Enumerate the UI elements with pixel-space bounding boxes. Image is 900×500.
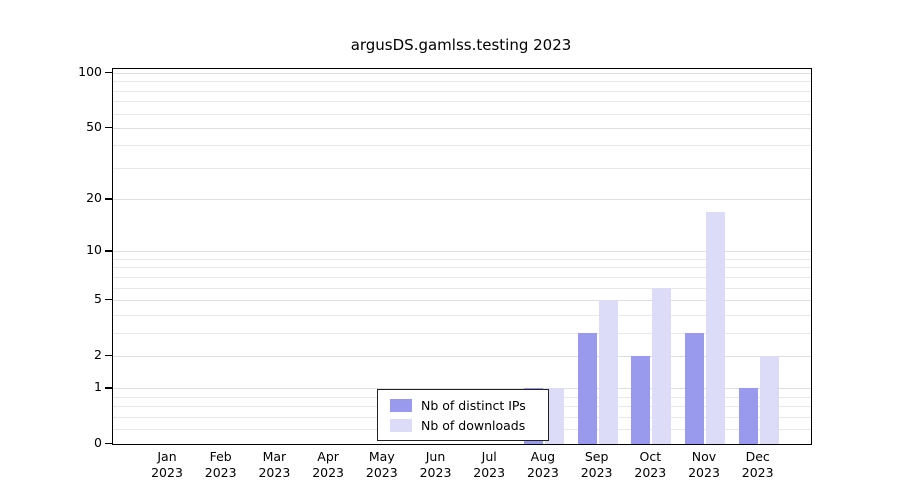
x-tick-label-jan: Jan 2023 <box>151 449 183 480</box>
y-tick-mark <box>105 250 112 252</box>
gridline <box>113 287 811 289</box>
gridline <box>113 81 811 83</box>
bar-sep-downloads <box>598 299 618 444</box>
bar-sep-distinct-ips <box>577 332 597 444</box>
bar-dec-distinct-ips <box>738 388 758 444</box>
x-tick-label-jun: Jun 2023 <box>419 449 452 480</box>
gridline <box>113 388 811 390</box>
gridline <box>113 332 811 334</box>
legend-row-distinct-ips: Nb of distinct IPs <box>390 398 548 413</box>
legend: Nb of distinct IPs Nb of downloads <box>377 389 549 441</box>
y-tick-mark <box>105 354 112 356</box>
y-tick-label: 50 <box>86 118 102 134</box>
x-tick-label-feb: Feb 2023 <box>204 449 237 480</box>
gridline <box>113 355 811 357</box>
y-tick-mark <box>105 298 112 301</box>
chart-title: argusDS.gamlss.testing 2023 <box>350 36 572 54</box>
y-tick-mark <box>105 72 112 74</box>
gridline <box>113 127 811 129</box>
gridline <box>113 90 811 92</box>
plot-area: Nb of distinct IPs Nb of downloads <box>112 68 812 445</box>
gridline <box>113 73 811 74</box>
y-tick-label: 5 <box>94 290 102 306</box>
y-tick-label: 1 <box>94 379 102 395</box>
legend-label-downloads: Nb of downloads <box>421 417 526 433</box>
gridline <box>113 199 811 201</box>
y-tick-label: 2 <box>94 346 102 362</box>
x-tick-label-apr: Apr 2023 <box>312 449 344 480</box>
bar-nov-downloads <box>706 211 725 444</box>
gridline <box>113 101 811 103</box>
y-tick-mark <box>105 198 112 200</box>
y-tick-label: 0 <box>94 435 102 450</box>
x-tick-label-jul: Jul 2023 <box>473 449 506 480</box>
gridline <box>113 276 811 278</box>
gridline <box>113 251 811 253</box>
bar-oct-distinct-ips <box>631 355 651 444</box>
gridline <box>113 167 811 169</box>
bar-dec-downloads <box>759 355 779 444</box>
x-tick-label-nov: Nov 2023 <box>688 449 720 480</box>
y-tick-label: 100 <box>78 64 102 79</box>
y-tick-label: 10 <box>86 242 102 258</box>
x-tick-label-may: May 2023 <box>365 449 398 480</box>
y-tick-label: 20 <box>86 190 102 206</box>
y-tick-mark <box>105 387 112 389</box>
y-tick-mark <box>105 443 112 445</box>
y-tick-mark <box>105 126 112 129</box>
gridline <box>113 299 811 301</box>
bar-aug-downloads <box>544 388 564 444</box>
x-tick-label-sep: Sep 2023 <box>580 449 613 480</box>
gridline <box>113 267 811 269</box>
gridline <box>113 314 811 316</box>
gridline <box>113 258 811 260</box>
legend-swatch-distinct-ips <box>390 398 412 412</box>
x-tick-label-dec: Dec 2023 <box>741 449 774 480</box>
x-tick-label-oct: Oct 2023 <box>634 449 667 480</box>
gridline <box>113 145 811 147</box>
x-tick-label-aug: Aug 2023 <box>526 449 559 480</box>
bar-nov-distinct-ips <box>685 332 704 444</box>
gridline <box>113 113 811 115</box>
legend-swatch-downloads <box>390 418 412 432</box>
legend-row-downloads: Nb of downloads <box>390 418 548 433</box>
bar-oct-downloads <box>652 287 672 444</box>
legend-label-distinct-ips: Nb of distinct IPs <box>421 397 526 413</box>
x-tick-label-mar: Mar 2023 <box>258 449 291 480</box>
